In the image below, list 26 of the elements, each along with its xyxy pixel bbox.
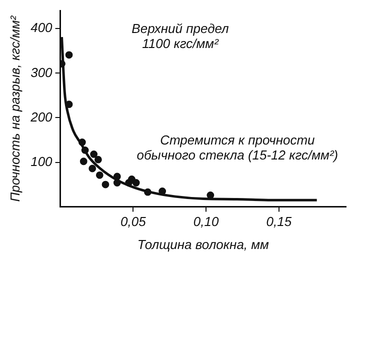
point [96,171,104,179]
y-tick-label: 100 [30,154,54,169]
point [132,179,140,186]
y-tick-label: 300 [30,64,54,80]
point [90,150,98,158]
y-axis-title: Прочность на разрыв, кгс/мм² [7,15,22,202]
point [65,51,73,59]
point [94,156,102,164]
point [113,172,121,180]
annotation: Верхний предел 1100 кгс/мм² [132,20,230,51]
annotation: Стремится к прочности обычного стекла (15-12 кгс/мм²) [136,132,338,162]
point [113,179,121,186]
x-axis-title: Толщина волокна, мм [137,236,270,252]
x-tick-label: 0,05 [120,214,147,230]
y-tick-label: 200 [30,109,54,124]
point [88,164,96,172]
y-tick-label: 400 [30,20,54,36]
point [81,146,89,154]
point [78,138,86,146]
point [144,188,152,196]
x-tick-label: 0,15 [266,214,292,230]
x-tick-label: 0,10 [193,214,220,230]
point [80,158,88,166]
point [158,188,166,195]
point [102,180,110,188]
point [206,192,214,199]
